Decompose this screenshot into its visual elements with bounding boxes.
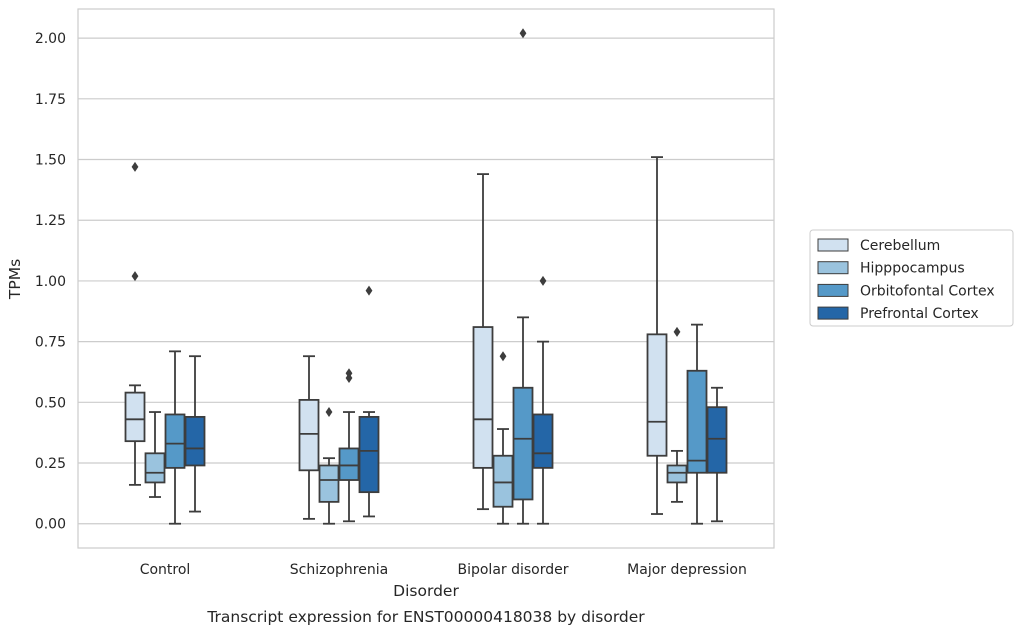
box-group xyxy=(124,161,146,486)
legend-swatch xyxy=(817,261,849,275)
outlier-marker xyxy=(365,285,373,296)
outlier-marker xyxy=(519,28,527,39)
box xyxy=(492,454,514,508)
box xyxy=(338,447,360,481)
box-group xyxy=(184,355,206,513)
legend-swatch xyxy=(817,306,849,320)
outlier-marker xyxy=(499,351,507,362)
y-tick-label: 1.50 xyxy=(35,153,66,169)
box xyxy=(358,415,380,494)
y-tick-label: 0.25 xyxy=(35,456,66,472)
box-group xyxy=(318,407,340,525)
box-groups xyxy=(124,28,728,525)
legend-swatch xyxy=(817,283,849,297)
x-tick-label: Major depression xyxy=(627,562,747,578)
box xyxy=(666,464,688,484)
box xyxy=(706,406,728,474)
box-group xyxy=(666,326,688,503)
box-group xyxy=(472,173,494,511)
box xyxy=(646,333,668,457)
legend: Cerebellum Hipppocampus Orbitofontal Corte… xyxy=(809,229,1014,327)
figure-caption: Transcript expression for ENST0000041803… xyxy=(206,608,645,626)
y-tick-label: 2.00 xyxy=(35,31,66,47)
legend-swatch xyxy=(817,238,849,252)
box xyxy=(184,415,206,467)
x-tick-labels: Control Schizophrenia Bipolar disorder Majo… xyxy=(140,562,747,578)
legend-label: Cerebellum xyxy=(860,238,940,254)
outlier-marker xyxy=(131,161,139,172)
box-group xyxy=(706,386,728,523)
legend-label: Prefrontal Cortex xyxy=(860,306,979,322)
y-tick-label: 1.00 xyxy=(35,274,66,290)
y-tick-label: 0.00 xyxy=(35,517,66,533)
box-group xyxy=(358,285,380,518)
x-tick-label: Schizophrenia xyxy=(290,562,388,578)
box xyxy=(298,398,320,472)
box-group xyxy=(338,368,360,523)
outlier-marker xyxy=(673,326,681,337)
outlier-marker xyxy=(325,407,333,418)
legend-frame xyxy=(809,229,1014,327)
box xyxy=(318,464,340,503)
y-tick-label: 0.50 xyxy=(35,395,66,411)
y-tick-label: 1.75 xyxy=(35,92,66,108)
box-group xyxy=(646,156,668,515)
box-group xyxy=(512,28,534,525)
x-tick-label: Bipolar disorder xyxy=(457,562,568,578)
outlier-marker xyxy=(131,271,139,282)
box-group xyxy=(298,355,320,520)
legend-label: Hipppocampus xyxy=(860,261,965,277)
box-group xyxy=(144,411,166,498)
y-tick-label: 0.75 xyxy=(35,335,66,351)
box xyxy=(164,413,186,469)
outlier-marker xyxy=(345,368,353,379)
y-axis-label: TPMs xyxy=(6,259,24,300)
box-group xyxy=(492,351,514,525)
box xyxy=(512,386,534,501)
box-group xyxy=(164,350,186,525)
box xyxy=(144,452,166,484)
y-tick-labels: 0.00 0.25 0.50 0.75 1.00 1.25 1.50 1.75 2.00 xyxy=(35,31,66,533)
box-group xyxy=(686,323,708,525)
box xyxy=(472,326,494,469)
y-tick-label: 1.25 xyxy=(35,213,66,229)
box-group xyxy=(532,275,554,525)
box xyxy=(686,369,708,474)
x-axis-label: Disorder xyxy=(393,582,459,600)
legend-label: Orbitofontal Cortex xyxy=(860,283,995,299)
outlier-marker xyxy=(539,275,547,286)
x-tick-label: Control xyxy=(140,562,191,578)
box xyxy=(124,391,146,443)
box xyxy=(532,413,554,469)
